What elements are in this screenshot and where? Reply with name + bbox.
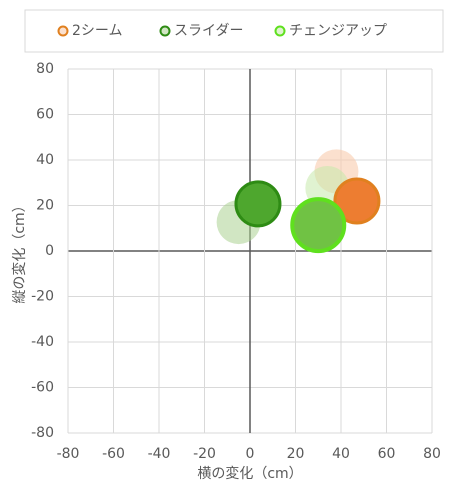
y-tick-label: 40 [36,152,54,168]
x-tick-label: 40 [332,446,350,462]
x-tick-label: -60 [102,446,125,462]
bubble [333,177,381,225]
y-tick-label: 60 [36,107,54,123]
y-tick-label: -60 [31,380,54,396]
y-tick-label: 20 [36,198,54,214]
x-tick-label: -80 [57,446,80,462]
y-tick-label: 0 [45,243,54,259]
x-tick-label: 0 [246,446,255,462]
x-tick-label: 20 [287,446,305,462]
legend-marker [274,25,286,37]
y-tick-label: -20 [31,289,54,305]
x-axis-title: 横の変化（cm） [197,465,302,482]
legend-marker [57,25,69,37]
y-tick-label: 80 [36,61,54,77]
x-tick-label: -40 [148,446,171,462]
y-axis-title: 縦の変化（cm） [11,198,28,303]
legend-label: 2シーム [72,23,123,39]
legend-label: チェンジアップ [289,23,387,39]
legend-box [24,9,444,53]
y-tick-label: -80 [31,425,54,441]
x-tick-label: 60 [378,446,396,462]
x-tick-label: -20 [193,446,216,462]
y-tick-label: -40 [31,334,54,350]
bubble [290,197,347,254]
bubble [234,180,282,228]
legend-label: スライダー [174,23,243,39]
legend-marker [159,25,171,37]
x-tick-label: 80 [423,446,441,462]
